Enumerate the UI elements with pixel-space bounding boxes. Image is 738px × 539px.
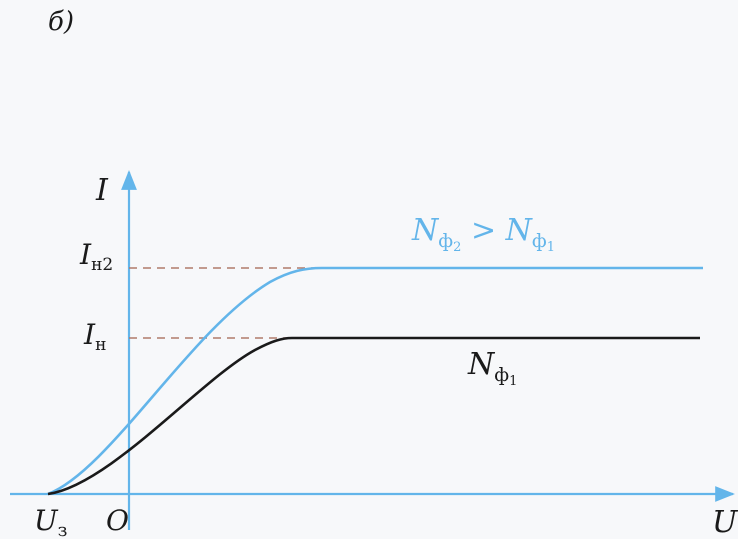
lower-curve bbox=[47, 336, 700, 496]
upper-level-main: I bbox=[79, 238, 92, 271]
upper-label-n2: N bbox=[505, 213, 534, 248]
upper-label-phi2: ф bbox=[532, 230, 547, 252]
lower-label-n: N bbox=[467, 347, 496, 382]
panel-label: б) bbox=[48, 7, 74, 37]
origin-label: O bbox=[106, 504, 129, 537]
upper-level-sub: н2 bbox=[91, 255, 113, 275]
x-left-label-sub: з bbox=[58, 520, 68, 539]
upper-label-idx1: 2 bbox=[453, 240, 461, 255]
lower-level-sub: н bbox=[95, 335, 106, 355]
upper-label-idx2: 1 bbox=[547, 240, 555, 255]
lower-label-phi: ф bbox=[494, 364, 509, 386]
x-left-label: Uз bbox=[34, 504, 67, 539]
lower-level-main: I bbox=[83, 318, 96, 351]
y-axis-symbol: I bbox=[95, 173, 109, 208]
upper-curve-label: Nф2 > Nф1 bbox=[411, 213, 555, 255]
x-left-label-main: U bbox=[34, 504, 59, 537]
lower-curve-label: Nф1 bbox=[467, 347, 517, 389]
upper-level-label: Iн2 bbox=[79, 238, 113, 275]
upper-label-phi1: ф bbox=[438, 230, 453, 252]
lower-level-label: Iн bbox=[83, 318, 106, 355]
lower-label-idx: 1 bbox=[509, 374, 517, 389]
x-axis-symbol: U bbox=[712, 505, 738, 539]
upper-label-gt: > bbox=[461, 213, 505, 248]
upper-curve bbox=[47, 266, 703, 496]
upper-label-n1: N bbox=[411, 213, 440, 248]
